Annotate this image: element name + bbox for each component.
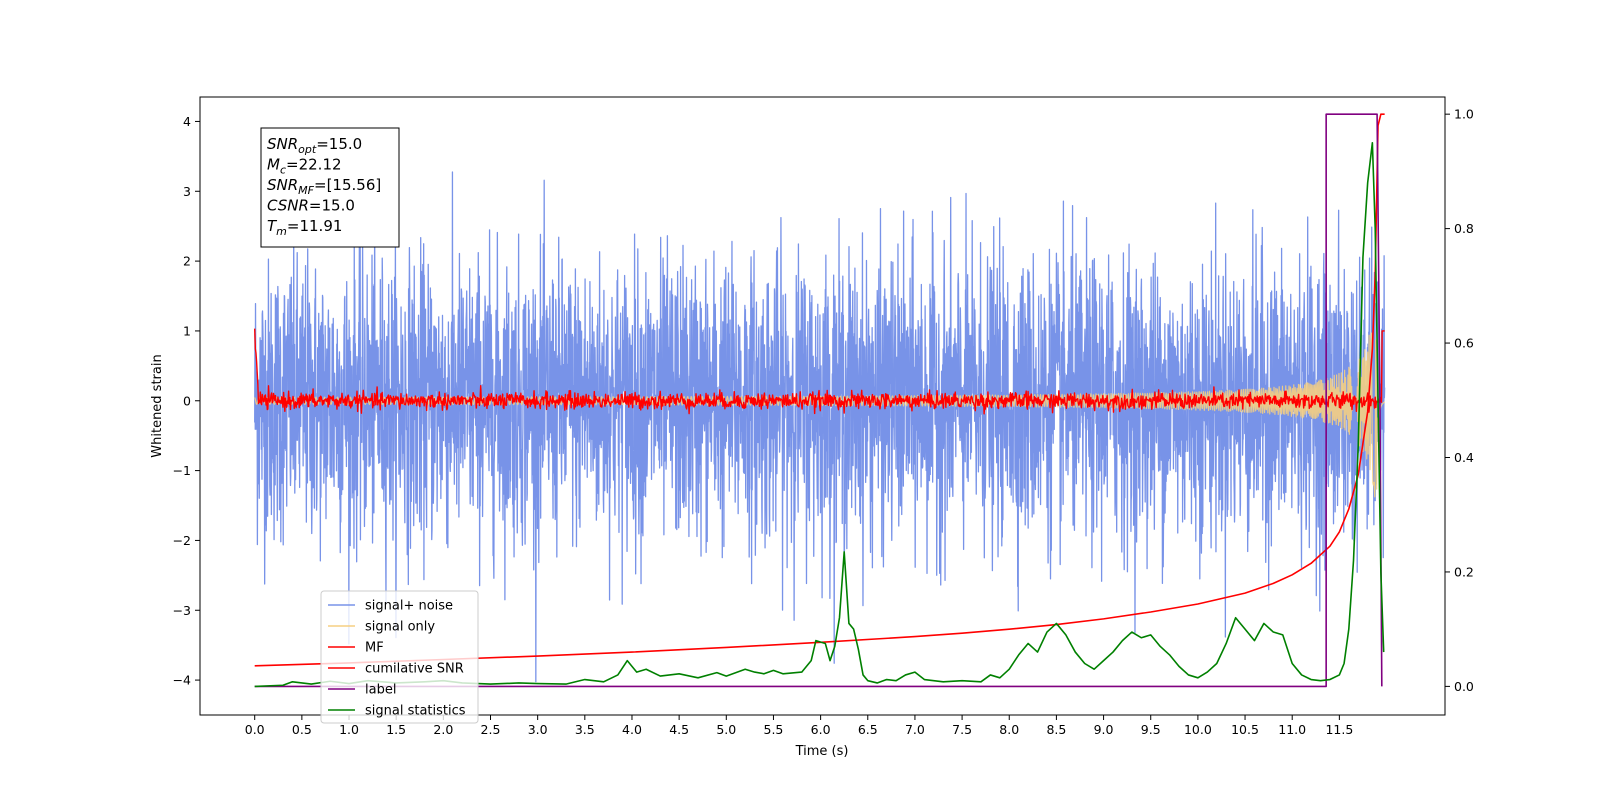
legend-label: signal statistics: [365, 704, 466, 719]
legend-label: MF: [365, 641, 384, 656]
stats-value: =11.91: [287, 217, 343, 235]
y-left-tick-label: 2: [183, 254, 191, 269]
stats-name: CSNR: [267, 197, 309, 215]
y-left-tick-label: 4: [183, 114, 191, 129]
x-tick-label: 7.5: [952, 722, 972, 737]
plot-frame: [199, 96, 1446, 716]
y-left-tick-label: 0: [183, 393, 191, 408]
stats-line: SNRMF=[15.56]: [267, 176, 381, 197]
stats-line: SNRopt=15.0: [267, 135, 362, 156]
legend-frame: [320, 590, 479, 724]
y-right-tick-label: 0.8: [1454, 221, 1474, 236]
y-axis-label: Whitened strain: [150, 354, 165, 457]
signal-statistics-line: [254, 141, 1385, 688]
x-tick-label: 1.5: [386, 722, 406, 737]
stats-subscript: m: [276, 225, 287, 238]
label-line: [254, 113, 1383, 688]
stats-name: M: [267, 156, 280, 174]
cumilative-snr-line: [254, 113, 1385, 667]
x-tick-label: 9.5: [1141, 722, 1161, 737]
x-tick-label: 4.5: [669, 722, 689, 737]
y-right-tick-label: 0.0: [1454, 679, 1474, 694]
y-left-tick-label: −4: [173, 673, 191, 688]
x-tick-label: 1.0: [339, 722, 359, 737]
stats-subscript: MF: [298, 184, 314, 197]
y-axis-left: 4 3 2 1 0 −1 −2 −3 −4: [173, 114, 200, 688]
y-right-tick-label: 0.2: [1454, 564, 1474, 579]
y-right-tick-label: 1.0: [1454, 107, 1474, 122]
mf-line: [254, 328, 1385, 415]
x-tick-label: 10.5: [1231, 722, 1259, 737]
stats-value: =22.12: [286, 156, 342, 174]
stats-name: T: [267, 217, 278, 235]
x-tick-label: 8.0: [999, 722, 1019, 737]
y-left-tick-label: −3: [173, 603, 191, 618]
y-right-tick-label: 0.6: [1454, 336, 1474, 351]
y-left-tick-label: 3: [183, 184, 191, 199]
y-left-tick-label: −1: [173, 463, 191, 478]
x-tick-label: 10.0: [1184, 722, 1212, 737]
x-tick-label: 11.0: [1278, 722, 1306, 737]
x-tick-label: 11.5: [1325, 722, 1353, 737]
x-tick-label: 5.5: [764, 722, 784, 737]
x-axis-label: Time (s): [795, 744, 849, 759]
x-tick-label: 3.0: [528, 722, 548, 737]
stats-line: Tm=11.91: [267, 217, 342, 238]
legend-label: signal only: [365, 620, 435, 635]
x-axis: 0.0 0.5 1.0 1.5 2.0 2.5 3.0 3.5 4.0 4.5 5.0 5.5 6.0 6…: [245, 715, 1353, 737]
x-tick-label: 5.0: [716, 722, 736, 737]
stats-line: CSNR=15.0: [267, 197, 355, 215]
legend-label: label: [365, 683, 396, 698]
stats-name: SNR: [267, 135, 298, 153]
x-tick-label: 0.5: [292, 722, 312, 737]
x-tick-label: 3.5: [575, 722, 595, 737]
x-tick-label: 0.0: [245, 722, 265, 737]
x-tick-label: 6.0: [811, 722, 831, 737]
y-right-tick-label: 0.4: [1454, 450, 1474, 465]
stats-value: =[15.56]: [314, 176, 381, 194]
y-left-tick-label: −2: [173, 533, 191, 548]
x-tick-label: 2.5: [481, 722, 501, 737]
legend-label: signal+ noise: [365, 599, 453, 614]
x-tick-label: 2.0: [433, 722, 453, 737]
stats-annotation-box: SNRopt=15.0Mc=22.12SNRMF=[15.56]CSNR=15.…: [260, 127, 400, 248]
series-layer: [254, 113, 1386, 688]
y-axis-right: 1.0 0.8 0.6 0.4 0.2 0.0: [1445, 107, 1474, 694]
x-tick-label: 6.5: [858, 722, 878, 737]
stats-name: SNR: [267, 176, 298, 194]
legend: signal+ noise signal only MF cumilative SNR…: [320, 590, 479, 724]
stats-value: =15.0: [309, 197, 355, 215]
x-tick-label: 4.0: [622, 722, 642, 737]
x-tick-label: 7.0: [905, 722, 925, 737]
y-left-tick-label: 1: [183, 323, 191, 338]
x-tick-label: 9.0: [1094, 722, 1114, 737]
x-tick-label: 8.5: [1046, 722, 1066, 737]
legend-label: cumilative SNR: [365, 662, 464, 677]
stats-value: =15.0: [316, 135, 362, 153]
stats-line: Mc=22.12: [267, 156, 342, 177]
stats-subscript: opt: [298, 143, 317, 156]
stats-subscript: c: [280, 164, 286, 177]
stats-box-frame: [260, 127, 400, 248]
